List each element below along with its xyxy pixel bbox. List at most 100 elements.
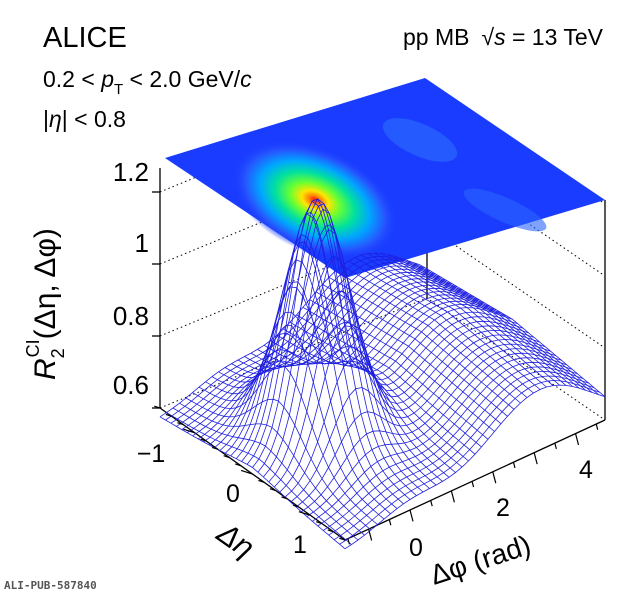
mesh-line-eta — [317, 361, 578, 527]
mesh-line-phi — [172, 407, 359, 541]
mesh-line-phi — [406, 260, 593, 393]
eta-tick — [292, 504, 299, 508]
phi-tick — [430, 500, 433, 507]
eta-tick-labels: −1 0 1 — [137, 440, 307, 559]
phi-tick — [492, 471, 497, 484]
phi-tick — [595, 423, 599, 430]
mesh-line-eta — [176, 262, 437, 427]
eta-tick — [298, 511, 311, 516]
phi-tick — [388, 519, 392, 526]
eta-tick — [200, 438, 207, 442]
phi-tick-label: 0 — [409, 534, 423, 562]
mesh-line-phi — [335, 270, 521, 404]
eta-tick — [240, 469, 253, 475]
mesh-line-phi — [354, 257, 541, 390]
phi-tick — [471, 481, 475, 488]
eta-tick — [154, 405, 161, 409]
mesh-line-phi — [328, 276, 515, 410]
mesh-line-phi — [185, 397, 372, 531]
eta-tick — [327, 529, 334, 533]
mesh-line-eta — [274, 290, 535, 488]
top-projection-map — [165, 78, 605, 278]
mesh-line-phi — [296, 314, 482, 448]
phi-tick — [368, 528, 373, 541]
z-axis-title: R2CI(Δη, Δφ) — [23, 228, 68, 380]
phi-tick — [347, 538, 351, 545]
mesh-line-phi — [276, 334, 463, 468]
experiment-label: ALICE — [43, 22, 127, 54]
mesh-line-phi — [244, 255, 430, 489]
phi-tick — [450, 490, 455, 503]
z-tick-label: 0.8 — [113, 301, 149, 331]
phi-tick — [512, 462, 516, 469]
mesh-line-phi — [341, 265, 528, 398]
mesh-line-phi — [179, 402, 365, 536]
mesh-line-phi — [231, 203, 417, 496]
eta-tick — [223, 455, 230, 459]
eta-axis — [154, 405, 346, 541]
mesh-line-phi — [263, 344, 450, 478]
mesh-line-phi — [309, 299, 495, 432]
mesh-line-eta — [268, 257, 529, 483]
phi-tick — [554, 442, 557, 450]
mesh-line-eta — [344, 384, 606, 550]
phi-axis — [347, 423, 599, 545]
eta-tick — [177, 422, 184, 426]
mesh-line-phi — [289, 321, 476, 455]
phi-tick-label: 4 — [579, 456, 593, 484]
eta-tick-label: 0 — [226, 480, 240, 508]
phi-tick-label: 2 — [496, 494, 510, 522]
mesh-line-phi — [218, 211, 404, 505]
mesh-line-eta — [339, 380, 600, 545]
mesh-line-phi — [302, 306, 489, 440]
mesh-line-phi — [374, 252, 560, 386]
projection-patch-2 — [463, 188, 547, 232]
eta-tick — [183, 428, 195, 434]
eta-tick-label: −1 — [137, 440, 166, 468]
pt-cut-label: 0.2 < pT < 2.0 GeV/c — [43, 66, 252, 98]
mesh-line-phi — [393, 255, 580, 389]
mesh-line-phi — [419, 264, 606, 398]
mesh-line-phi — [400, 257, 586, 391]
z-axis-ticks — [152, 191, 160, 409]
eta-tick — [165, 413, 172, 417]
mesh-line-phi — [198, 324, 385, 520]
projection-patch-1 — [382, 118, 458, 162]
mesh-line-phi — [237, 224, 424, 493]
mesh-line-eta — [333, 375, 595, 541]
z-tick-label: 0.6 — [113, 370, 149, 400]
z-tick-label: 1 — [135, 228, 149, 258]
z-tick-labels: 0.6 0.8 1 1.2 — [113, 157, 149, 400]
eta-tick-label: 1 — [293, 531, 307, 559]
eta-tick — [211, 446, 218, 450]
eta-tick — [281, 496, 288, 500]
phi-tick-labels: 0 2 4 — [409, 456, 593, 562]
mesh-line-phi — [250, 290, 437, 486]
z-tick-label: 1.2 — [113, 157, 149, 187]
eta-cut-label: |η| < 0.8 — [43, 106, 126, 132]
phi-tick — [574, 433, 580, 446]
mesh-line-phi — [166, 412, 352, 545]
mesh-line-phi — [367, 253, 554, 386]
mesh-line-phi — [159, 416, 346, 550]
surface-mesh — [159, 198, 606, 550]
phi-tick — [533, 452, 538, 465]
mesh-line-phi — [348, 260, 534, 394]
mesh-line-phi — [361, 254, 547, 388]
mesh-line-phi — [413, 262, 599, 395]
eta-tick — [258, 479, 265, 483]
base-right-edge — [344, 419, 606, 541]
mesh-line-phi — [315, 291, 502, 425]
eta-tick — [339, 537, 346, 541]
mesh-line-phi — [380, 253, 567, 386]
eta-tick — [315, 521, 323, 525]
publication-watermark: ALI-PUB-587840 — [4, 579, 97, 592]
mesh-line-phi — [211, 241, 398, 509]
collision-system-label: pp MB √s = 13 TeV — [403, 24, 604, 50]
mesh-line-phi — [283, 328, 469, 462]
mesh-line-phi — [224, 198, 411, 500]
eta-tick — [235, 463, 242, 467]
phi-tick — [409, 509, 414, 522]
phi-axis-title: Δφ (rad) — [426, 529, 534, 591]
